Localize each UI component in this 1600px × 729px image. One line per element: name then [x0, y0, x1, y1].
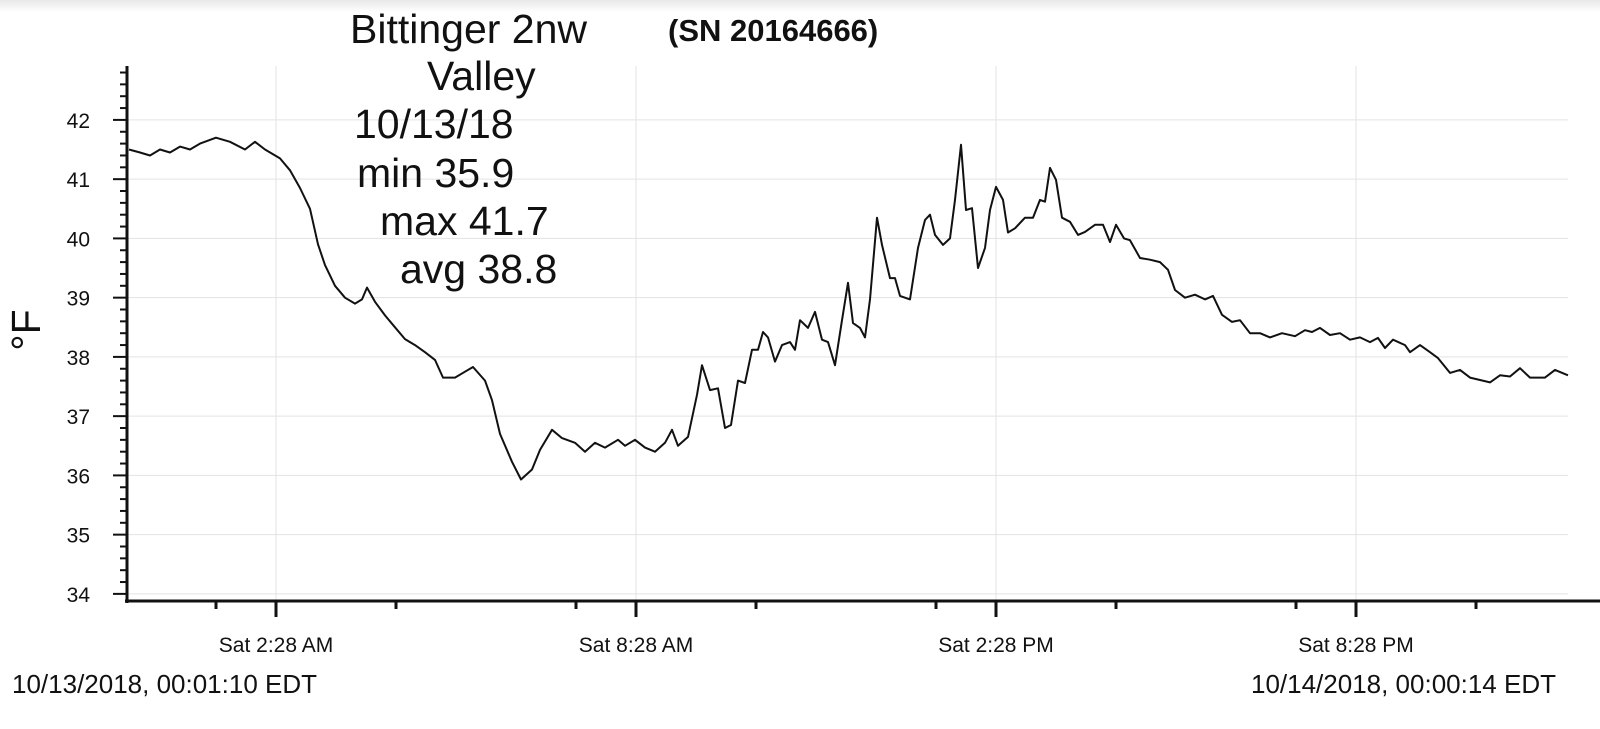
marks — [128, 136, 1569, 481]
temperature-line — [128, 136, 1569, 481]
y-tick-label: 39 — [67, 288, 90, 311]
end-time: 10/14/2018, 00:00:14 EDT — [1251, 669, 1556, 699]
y-tick-label: 38 — [67, 347, 90, 370]
y-tick-label: 41 — [67, 169, 90, 192]
top-shadow — [0, 0, 1600, 12]
y-tick-label: 36 — [67, 465, 90, 488]
y-tick-label: 35 — [67, 525, 90, 548]
grid — [127, 66, 1568, 601]
y-tick-label: 42 — [67, 110, 90, 133]
axes — [113, 66, 1600, 617]
x-tick-label: Sat 2:28 PM — [938, 634, 1054, 657]
x-tick-label: Sat 8:28 AM — [579, 634, 693, 657]
title-line: avg 38.8 — [400, 246, 557, 292]
x-tick-label: Sat 2:28 AM — [219, 634, 333, 657]
title-line: max 41.7 — [380, 198, 549, 244]
y-tick-label: 37 — [67, 406, 90, 429]
start-time: 10/13/2018, 00:01:10 EDT — [12, 669, 317, 699]
texts: (SN 20164666) °F 10/13/2018, 00:01:10 ED… — [3, 6, 1556, 699]
y-tick-label: 34 — [67, 584, 91, 607]
serial-number: (SN 20164666) — [668, 13, 878, 48]
title-line: Valley — [427, 53, 536, 99]
title-line: 10/13/18 — [354, 101, 514, 147]
y-axis-label: °F — [3, 309, 49, 350]
title-line: Bittinger 2nw — [350, 6, 587, 52]
y-tick-label: 40 — [67, 228, 90, 251]
x-tick-label: Sat 8:28 PM — [1298, 634, 1414, 657]
title-line: min 35.9 — [357, 150, 514, 196]
